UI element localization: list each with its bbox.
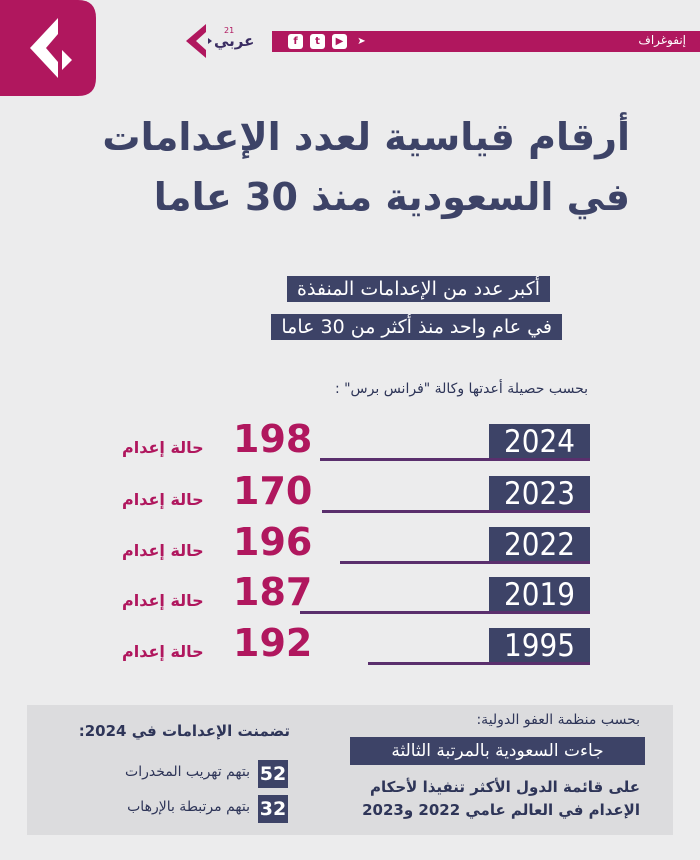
amnesty-rank-badge: جاءت السعودية بالمرتبة الثالثة bbox=[350, 737, 645, 765]
year-box: 2022 bbox=[489, 527, 590, 564]
execution-count: 192 bbox=[233, 621, 313, 665]
year-box: 1995 bbox=[489, 628, 590, 665]
amnesty-description: على قائمة الدول الأكثر تنفيذا لأحكام الإ… bbox=[350, 776, 640, 822]
execution-count: 170 bbox=[233, 469, 313, 513]
logo-superscript: 21 bbox=[224, 26, 235, 35]
twitter-icon[interactable]: t bbox=[310, 34, 325, 49]
year-box: 2023 bbox=[489, 476, 590, 513]
telegram-icon[interactable]: ➤ bbox=[357, 36, 366, 47]
amnesty-source: بحسب منظمة العفو الدولية: bbox=[476, 712, 640, 728]
section-label: إنفوغراف bbox=[638, 33, 686, 47]
arabi21-logo-icon bbox=[186, 24, 212, 58]
facebook-icon[interactable]: f bbox=[288, 34, 303, 49]
included-title: تضمنت الإعدامات في 2024: bbox=[78, 722, 290, 740]
execution-count-label: حالة إعدام bbox=[122, 438, 204, 457]
subtitle-line1: أكبر عدد من الإعدامات المنفذة bbox=[287, 276, 550, 302]
included-count: 32 bbox=[258, 795, 288, 823]
page-title-line2: في السعودية منذ 30 عاما bbox=[153, 175, 630, 219]
row-underline bbox=[368, 662, 590, 665]
row-underline bbox=[340, 561, 590, 564]
execution-count-label: حالة إعدام bbox=[122, 591, 204, 610]
execution-count-label: حالة إعدام bbox=[122, 490, 204, 509]
year-box: 2024 bbox=[489, 424, 590, 461]
subtitle-line2: في عام واحد منذ أكثر من 30 عاما bbox=[271, 314, 562, 340]
execution-count: 187 bbox=[233, 570, 313, 614]
execution-count-label: حالة إعدام bbox=[122, 642, 204, 661]
included-label: بتهم تهريب المخدرات bbox=[125, 764, 250, 780]
source-note: بحسب حصيلة أعدتها وكالة "فرانس برس" : bbox=[334, 381, 588, 397]
amnesty-description-line1: على قائمة الدول الأكثر تنفيذا لأحكام bbox=[370, 778, 640, 796]
youtube-icon[interactable]: ▶ bbox=[332, 34, 347, 49]
footer-panel bbox=[27, 705, 673, 835]
page-title-line1: أرقام قياسية لعدد الإعدامات bbox=[102, 115, 630, 159]
amnesty-description-line2: الإعدام في العالم عامي 2022 و2023 bbox=[362, 801, 640, 819]
execution-count: 196 bbox=[233, 520, 313, 564]
included-label: بتهم مرتبطة بالإرهاب bbox=[127, 799, 250, 815]
included-count: 52 bbox=[258, 760, 288, 788]
execution-count-label: حالة إعدام bbox=[122, 541, 204, 560]
logo-text: عربي bbox=[214, 32, 255, 50]
corner-logo bbox=[0, 0, 96, 96]
row-underline bbox=[322, 510, 590, 513]
year-box: 2019 bbox=[489, 577, 590, 614]
top-bar: إنفوغراف f t ▶ ➤ bbox=[272, 31, 700, 52]
row-underline bbox=[320, 458, 590, 461]
execution-count: 198 bbox=[233, 417, 313, 461]
row-underline bbox=[300, 611, 590, 614]
